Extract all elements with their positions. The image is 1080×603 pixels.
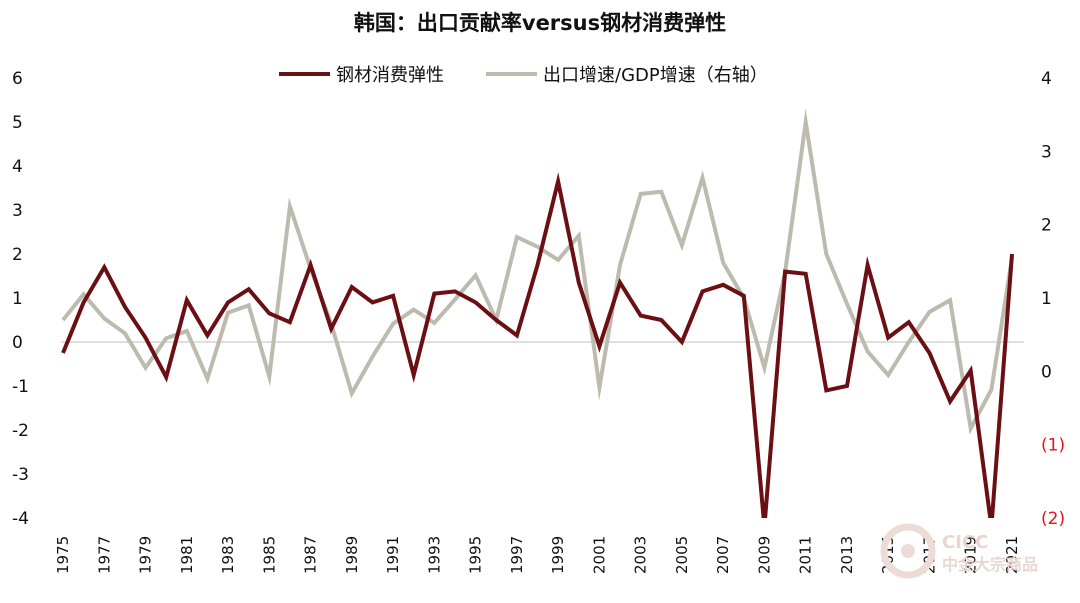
right-tick-label: (2) xyxy=(1041,509,1065,529)
x-tick-label: 1989 xyxy=(343,536,361,574)
right-tick-label: 1 xyxy=(1041,289,1052,309)
series-line-export-ratio xyxy=(61,108,1014,435)
left-tick-label: 2 xyxy=(12,245,23,265)
left-tick-label: 5 xyxy=(12,113,23,133)
watermark-name: 中金大宗商品 xyxy=(942,555,1038,574)
x-tick-label: 2021 xyxy=(1003,536,1021,574)
x-tick-label: 1985 xyxy=(260,536,278,574)
x-tick-label: 2013 xyxy=(838,536,856,574)
left-tick-label: 1 xyxy=(12,289,23,309)
left-tick-label: 0 xyxy=(12,333,23,353)
x-tick-label: 1981 xyxy=(178,536,196,574)
watermark: CICC 中金大宗商品 xyxy=(880,523,1038,579)
x-tick-label: 1975 xyxy=(54,536,72,574)
x-tick-label: 2005 xyxy=(673,536,691,574)
legend-label-steel: 钢材消费弹性 xyxy=(336,65,444,86)
x-tick-label: 1987 xyxy=(302,536,320,574)
x-tick-label: 2011 xyxy=(797,536,815,574)
chart-title: 韩国：出口贡献率versus钢材消费弹性 xyxy=(354,11,726,35)
left-tick-label: -3 xyxy=(12,465,29,485)
x-tick-label: 2009 xyxy=(755,536,773,574)
x-tick-label: 1991 xyxy=(384,536,402,574)
left-tick-label: 3 xyxy=(12,201,23,221)
x-tick-label: 1995 xyxy=(467,536,485,574)
series-line-steel-elasticity xyxy=(61,172,1014,518)
left-tick-label: -4 xyxy=(12,509,29,529)
x-axis-ticks: 1975 1977 1979 1981 1983 1985 1987 1989 1991 1993… xyxy=(54,536,1021,574)
left-tick-label: -2 xyxy=(12,421,29,441)
right-tick-label: (1) xyxy=(1041,436,1065,456)
left-tick-label: 6 xyxy=(12,69,23,89)
x-tick-label: 2007 xyxy=(714,536,732,574)
right-tick-label: 0 xyxy=(1041,362,1052,382)
x-tick-label: 1997 xyxy=(508,536,526,574)
watermark-logo-icon xyxy=(880,523,936,579)
right-axis-ticks: (2) (1) 0 1 2 3 4 xyxy=(1041,69,1065,529)
right-tick-label: 3 xyxy=(1041,142,1052,162)
x-tick-label: 2019 xyxy=(962,536,980,574)
right-tick-label: 2 xyxy=(1041,216,1052,236)
legend-label-export: 出口增速/GDP增速（右轴） xyxy=(543,65,768,86)
x-tick-label: 2003 xyxy=(632,536,650,574)
x-tick-label: 1993 xyxy=(425,536,443,574)
x-tick-label: 1999 xyxy=(549,536,567,574)
watermark-cicc: CICC xyxy=(942,532,988,553)
series-layer xyxy=(61,108,1014,518)
left-axis-ticks: -4 -3 -2 -1 0 1 2 3 4 5 6 xyxy=(12,69,29,529)
x-tick-label: 1979 xyxy=(137,536,155,574)
x-tick-label: 1977 xyxy=(95,536,113,574)
right-tick-label: 4 xyxy=(1041,69,1052,89)
x-tick-label: 2001 xyxy=(590,536,608,574)
left-tick-label: 4 xyxy=(12,157,23,177)
legend: 钢材消费弹性 出口增速/GDP增速（右轴） xyxy=(279,65,768,86)
watermark-logo-dot xyxy=(901,544,915,558)
left-tick-label: -1 xyxy=(12,377,29,397)
x-tick-label: 1983 xyxy=(219,536,237,574)
